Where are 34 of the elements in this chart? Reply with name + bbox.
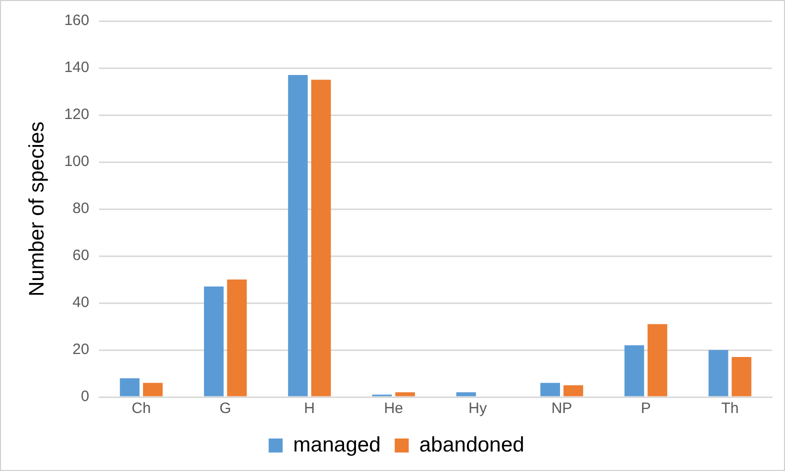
x-tick-label: Th [721,400,739,418]
x-tick-label: G [220,400,232,418]
y-tick-label: 40 [72,294,90,312]
x-tick-label: Hy [468,400,488,418]
bar [227,280,247,396]
y-tick-label: 160 [64,12,90,30]
y-axis-title: Number of species [25,121,48,297]
x-tick-label: He [384,400,404,418]
y-tick-label: 80 [72,200,90,218]
bar [708,350,728,396]
y-tick-label: 20 [72,341,90,358]
y-tick-label: 140 [64,59,90,76]
bar [288,75,308,396]
x-tick-label: NP [551,400,572,418]
y-tick-label: 60 [72,247,90,264]
bar [648,324,668,396]
bar [204,286,224,396]
bar [456,392,476,396]
legend-label: abandoned [419,433,524,456]
x-tick-label: H [304,400,315,418]
y-tick-label: 0 [80,388,90,406]
bar [624,345,644,396]
x-tick-label: Ch [132,400,151,418]
x-tick-label: P [640,400,651,418]
y-tick-label: 120 [64,106,90,124]
bar [395,392,415,396]
bar [120,378,140,396]
y-tick-label: 100 [64,153,90,170]
bar [732,357,752,396]
bar [143,382,163,396]
bar [540,382,560,396]
bar [563,385,584,396]
bar [311,80,331,396]
legend-label: managed [293,433,381,456]
